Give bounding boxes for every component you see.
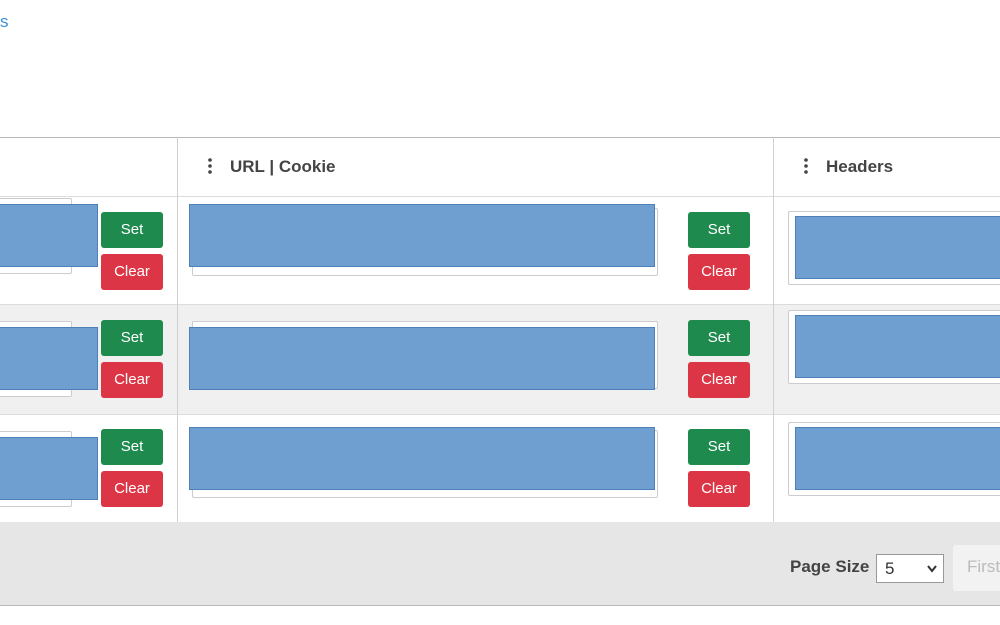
- column-menu-icon[interactable]: [803, 157, 809, 175]
- clear-button[interactable]: Clear: [688, 254, 750, 290]
- textarea-highlight: [189, 204, 655, 267]
- link[interactable]: s: [0, 12, 9, 31]
- textarea-highlight: [0, 327, 98, 390]
- column-header[interactable]: Headers: [826, 157, 894, 176]
- row-border: [0, 414, 1000, 415]
- footer: [0, 522, 1000, 605]
- clear-button[interactable]: Clear: [688, 471, 750, 507]
- row-border: [0, 304, 1000, 305]
- textarea-highlight: [189, 427, 655, 490]
- textarea-highlight: [795, 427, 1000, 490]
- clear-button[interactable]: Clear: [101, 254, 163, 290]
- set-button[interactable]: Set: [101, 429, 163, 465]
- set-button[interactable]: Set: [688, 320, 750, 356]
- column-header[interactable]: URL | Cookie: [230, 157, 336, 176]
- column-divider: [177, 137, 178, 522]
- textarea-highlight: [795, 216, 1000, 279]
- dropdown-arrow: [927, 565, 937, 573]
- table: [0, 137, 1000, 606]
- set-button[interactable]: Set: [688, 212, 750, 248]
- set-button[interactable]: Set: [101, 212, 163, 248]
- page-size-value: 5: [885, 559, 895, 578]
- column-menu-icon[interactable]: [207, 157, 213, 175]
- clear-button[interactable]: Clear: [101, 471, 163, 507]
- textarea-highlight: [189, 327, 655, 390]
- textarea-highlight: [0, 204, 98, 267]
- clear-button[interactable]: Clear: [101, 362, 163, 398]
- textarea-highlight: [795, 315, 1000, 378]
- clear-button[interactable]: Clear: [688, 362, 750, 398]
- page-size-label: Page Size: [790, 557, 870, 576]
- textarea-highlight: [0, 437, 98, 500]
- set-button[interactable]: Set: [101, 320, 163, 356]
- page-size-select[interactable]: 5: [876, 554, 944, 583]
- column-divider: [773, 137, 774, 522]
- first-page-button[interactable]: First: [953, 545, 1000, 591]
- set-button[interactable]: Set: [688, 429, 750, 465]
- row-border: [0, 196, 1000, 197]
